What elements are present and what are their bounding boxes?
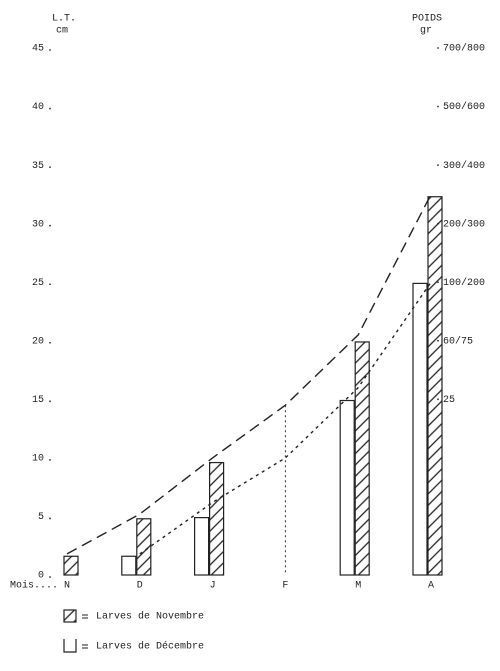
y-tick-label: 15 [32, 395, 44, 406]
bar [121, 555, 137, 576]
y2-tick-label: 60/75 [443, 335, 473, 347]
y-axis-label: L.T. [52, 14, 76, 25]
y-tick-label: 35 [32, 161, 44, 172]
y-tick-mark [49, 107, 51, 110]
y-tick-mark [49, 224, 51, 227]
y-tick-mark [49, 400, 51, 403]
y2-axis-label: POIDS [412, 14, 442, 25]
y2-tick-label: 700/800 [443, 43, 485, 55]
bar [427, 196, 443, 576]
legend-swatch [63, 639, 77, 653]
bar [63, 555, 79, 576]
y2-tick-label: 500/600 [443, 101, 485, 113]
bar [209, 461, 225, 576]
y2-tick-label: 200/300 [443, 218, 485, 230]
y-tick-label: 20 [32, 336, 44, 347]
y-tick-label: 30 [32, 219, 44, 230]
y2-tick-mark [437, 47, 439, 49]
bar [194, 517, 210, 576]
legend-label: Larves de Décembre [96, 641, 204, 653]
y2-tick-mark [437, 164, 439, 167]
x-tick-label: F [282, 581, 288, 592]
y2-tick-label: 300/400 [443, 160, 485, 172]
y-tick-mark [49, 517, 51, 520]
y-axis-unit: cm [56, 26, 68, 37]
trend-curve [66, 194, 432, 555]
x-tick-label: A [428, 581, 434, 592]
bar [339, 399, 355, 576]
bar [412, 282, 428, 576]
x-axis-label: Mois.... [10, 580, 58, 592]
y-tick-label: 0 [38, 571, 44, 582]
bar [136, 518, 152, 576]
bar [354, 341, 370, 576]
y-tick-mark [49, 49, 51, 51]
y-tick-label: 40 [32, 102, 44, 113]
y-tick-label: 5 [38, 512, 44, 523]
x-tick-label: D [137, 581, 143, 592]
x-tick-label: M [355, 581, 361, 592]
y-tick-mark [49, 341, 51, 344]
y-tick-mark [49, 576, 51, 578]
y2-axis-unit: gr [420, 26, 432, 37]
y2-tick-label: 100/200 [443, 277, 485, 289]
x-tick-label: N [64, 581, 70, 592]
y-tick-label: 10 [32, 454, 44, 465]
y2-tick-mark [437, 105, 439, 108]
trend-curve [139, 281, 432, 555]
y-tick-mark [49, 458, 51, 461]
x-tick-label: J [210, 581, 216, 592]
y-tick-label: 45 [32, 44, 44, 55]
legend-label: Larves de Novembre [96, 611, 204, 623]
y2-tick-label: 25 [443, 395, 455, 406]
y-tick-label: 25 [32, 278, 44, 289]
legend-swatch [63, 609, 77, 623]
y-tick-mark [49, 166, 51, 169]
y-tick-mark [49, 283, 51, 286]
